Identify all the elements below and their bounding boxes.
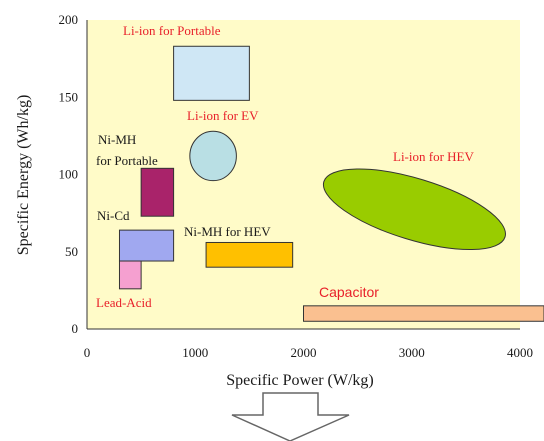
y-tick-label: 100 (59, 167, 79, 182)
x-tick-labels: 0 1000 2000 3000 4000 (84, 345, 533, 360)
region-labels: Li-ion for Portable Li-ion for EV Ni-MH for… (96, 23, 474, 310)
region-ni-mh-for-portable (140, 167, 175, 217)
x-tick-label: 0 (84, 345, 91, 360)
region-capacitor (303, 305, 544, 322)
y-tick-label: 200 (59, 12, 79, 27)
y-axis-title: Specific Energy (Wh/kg) (15, 95, 32, 256)
x-tick-label: 4000 (507, 345, 533, 360)
y-tick-label: 150 (59, 89, 79, 104)
y-tick-label: 50 (65, 244, 78, 259)
x-tick-label: 2000 (291, 345, 317, 360)
x-tick-label: 1000 (182, 345, 208, 360)
label-lead-acid: Lead-Acid (96, 295, 152, 310)
region-ni-mh-for-hev (205, 241, 294, 268)
regions (118, 45, 544, 322)
label-li-ion-for-ev: Li-ion for EV (187, 108, 259, 123)
x-axis-title: Specific Power (W/kg) (226, 372, 374, 389)
down-arrow-icon (231, 392, 350, 441)
label-ni-mh-for-portable: Ni-MH for Portable (96, 132, 158, 168)
region-li-ion-for-ev (189, 130, 237, 182)
x-tick-label: 3000 (399, 345, 425, 360)
y-tick-labels: 0 50 100 150 200 (59, 12, 79, 336)
label-li-ion-for-portable: Li-ion for Portable (123, 23, 221, 38)
region-ni-cd (118, 229, 175, 262)
y-tick-label: 0 (72, 321, 79, 336)
label-ni-cd: Ni-Cd (97, 208, 130, 223)
label-li-ion-for-hev: Li-ion for HEV (393, 149, 474, 164)
region-li-ion-for-portable (173, 45, 250, 101)
region-lead-acid (118, 260, 142, 290)
label-capacitor: Capacitor (319, 284, 379, 300)
region-li-ion-for-hev (322, 168, 506, 251)
label-ni-mh-for-hev: Ni-MH for HEV (184, 224, 271, 239)
